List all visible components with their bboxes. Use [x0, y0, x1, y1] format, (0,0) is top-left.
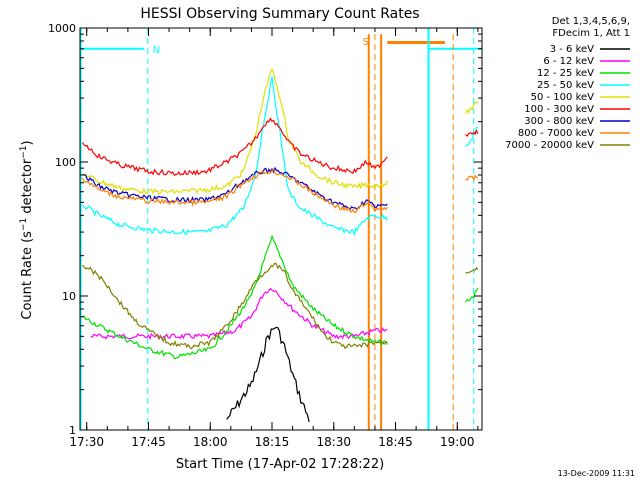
x-tick-label-18:15: 18:15 — [255, 435, 290, 449]
x-tick-label-17:45: 17:45 — [131, 435, 166, 449]
x-tick-label-18:30: 18:30 — [316, 435, 351, 449]
series-2 — [90, 287, 388, 341]
series-line-3-2 — [465, 287, 479, 303]
y-tick-label-1000: 1000 — [48, 22, 76, 35]
legend-label-9: 7000 - 20000 keV — [505, 140, 594, 151]
y-tick-label-100: 100 — [55, 156, 76, 169]
series-8 — [82, 168, 479, 214]
series-line-4-1 — [82, 76, 388, 237]
legend-label-2: 6 - 12 keV — [543, 56, 594, 67]
flag-label-s: S — [363, 37, 369, 48]
x-tick-label-19:00: 19:00 — [440, 435, 475, 449]
series-line-5-1 — [82, 67, 388, 195]
plot-area: N S 1 10 100 1000 17:30 17:45 18:00 18:15 18:30 18:… — [48, 22, 483, 449]
legend-label-4: 25 - 50 keV — [537, 80, 594, 91]
series-1 — [226, 326, 310, 423]
legend-label-3: 12 - 25 keV — [537, 68, 594, 79]
series-line-6-2 — [465, 129, 479, 138]
flag-label-n: N — [153, 45, 160, 56]
legend-header-1: Det 1,3,4,5,6,9, — [552, 16, 630, 27]
legend-header-2: FDecim 1, Att 1 — [552, 28, 630, 39]
series-line-7-1 — [82, 166, 388, 211]
series-5 — [82, 67, 479, 195]
x-tick-label-17:30: 17:30 — [69, 435, 104, 449]
series-4 — [82, 76, 479, 237]
series-line-9-2 — [465, 266, 479, 274]
plot-frame — [79, 27, 483, 431]
legend: Det 1,3,4,5,6,9,FDecim 1, Att 1 3 - 6 keV… — [505, 16, 630, 151]
legend-label-6: 100 - 300 keV — [524, 104, 594, 115]
series-line-3-1 — [82, 234, 388, 360]
x-tick-label-18:45: 18:45 — [378, 435, 413, 449]
series-line-2-1 — [90, 287, 388, 341]
legend-label-8: 800 - 7000 keV — [518, 128, 594, 139]
series-line-9-1 — [82, 262, 388, 350]
legend-label-5: 50 - 100 keV — [531, 92, 595, 103]
series-3 — [82, 234, 479, 360]
y-tick-label-1: 1 — [69, 424, 76, 437]
legend-label-1: 3 - 6 keV — [550, 44, 594, 55]
series-line-8-1 — [82, 168, 388, 214]
series-line-8-2 — [465, 174, 479, 182]
legend-label-7: 300 - 800 keV — [524, 116, 594, 127]
series-9 — [82, 262, 479, 350]
series-line-4-2 — [465, 126, 479, 148]
chart-title: HESSI Observing Summary Count Rates — [140, 6, 419, 22]
y-tick-label-10: 10 — [62, 290, 76, 303]
y-axis-label: Count Rate (s−1 detector−1) — [19, 140, 35, 319]
x-tick-label-18:00: 18:00 — [193, 435, 228, 449]
series-7 — [82, 166, 388, 211]
series-6 — [82, 117, 479, 176]
footer-timestamp: 13-Dec-2009 11:31 — [558, 469, 635, 478]
x-axis-label: Start Time (17-Apr-02 17:28:22) — [176, 457, 384, 472]
series-line-5-2 — [464, 101, 479, 115]
series-line-6-1 — [82, 117, 388, 176]
series-line-1-1 — [226, 326, 310, 423]
